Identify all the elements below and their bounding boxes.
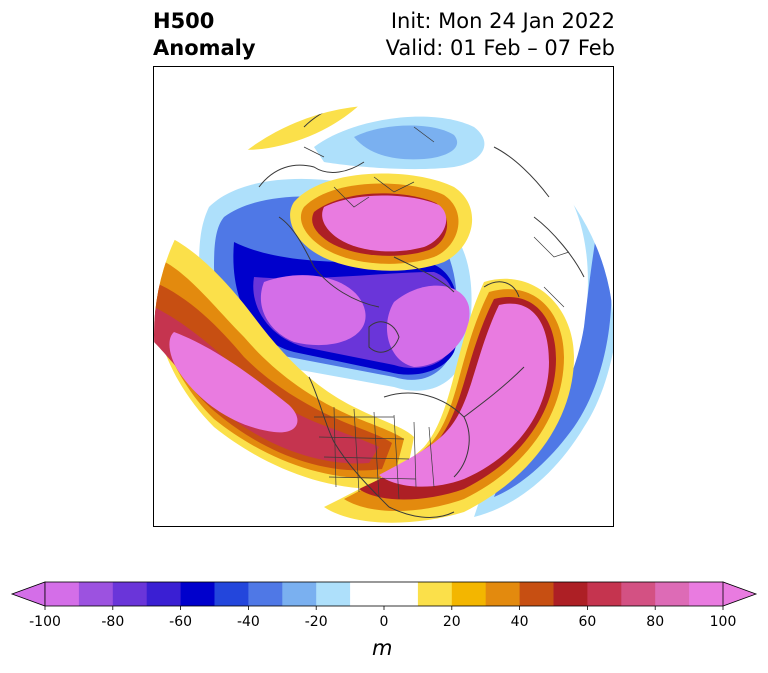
colorbar-tick-label: -40 (237, 614, 260, 630)
colorbar-tick-label: 0 (380, 614, 389, 630)
colorbar-swatch (180, 582, 215, 606)
colorbar-tick-label: 100 (710, 614, 737, 630)
colorbar-swatch (689, 582, 724, 606)
valid-range: Valid: 01 Feb – 07 Feb (385, 36, 615, 60)
colorbar-swatch (316, 582, 351, 606)
colorbar-swatch (214, 582, 249, 606)
title-variable: H500 (153, 9, 215, 33)
colorbar-swatch (587, 582, 622, 606)
colorbar-swatch (248, 582, 283, 606)
colorbar-tick-label: 60 (578, 614, 596, 630)
anomaly-map (153, 66, 614, 527)
colorbar: -100 -80 -60 -40 -20 0 20 40 60 80 100 (10, 581, 758, 630)
colorbar-swatch (655, 582, 690, 606)
colorbar-swatch (417, 582, 453, 606)
map-canvas (154, 105, 613, 526)
colorbar-tick-label: -80 (101, 614, 124, 630)
title-field: Anomaly (153, 36, 256, 60)
siberian-ridge (290, 173, 473, 271)
colorbar-swatch (282, 582, 317, 606)
colorbar-swatches (10, 581, 758, 607)
europe-trough (314, 116, 485, 170)
colorbar-tick-label: -100 (29, 614, 61, 630)
map-title-right: Init: Mon 24 Jan 2022 Valid: 01 Feb – 07… (386, 8, 615, 62)
colorbar-swatch (146, 582, 182, 606)
colorbar-swatch (384, 582, 419, 606)
colorbar-swatch (78, 582, 114, 606)
colorbar-ticks: -100 -80 -60 -40 -20 0 20 40 60 80 100 (29, 606, 736, 630)
colorbar-tick-label: 40 (511, 614, 529, 630)
colorbar-swatch (451, 582, 487, 606)
colorbar-extend-max (722, 581, 758, 607)
colorbar-tick-label: 80 (646, 614, 664, 630)
init-time: Init: Mon 24 Jan 2022 (390, 9, 615, 33)
map-title-left: H500 Anomaly (153, 8, 256, 62)
colorbar-tick-label: -20 (305, 614, 328, 630)
colorbar-tick-label: -60 (169, 614, 192, 630)
colorbar-swatch (112, 582, 148, 606)
colorbar-swatch (553, 582, 588, 606)
colorbar-swatch (45, 582, 80, 606)
north-pacific-ridge (154, 232, 414, 489)
colorbar-extend-min (10, 581, 46, 607)
colorbar-swatch (621, 582, 656, 606)
colorbar-swatch (485, 582, 521, 606)
eastern-north-america-ridge (324, 278, 574, 523)
colorbar-tick-label: 20 (443, 614, 461, 630)
country-borders (303, 126, 570, 308)
colorbar-swatch (519, 582, 554, 606)
us-state-borders (314, 406, 435, 500)
coastlines (258, 105, 585, 518)
colorbar-unit-label: m (372, 636, 393, 660)
colorbar-swatch (350, 582, 385, 606)
